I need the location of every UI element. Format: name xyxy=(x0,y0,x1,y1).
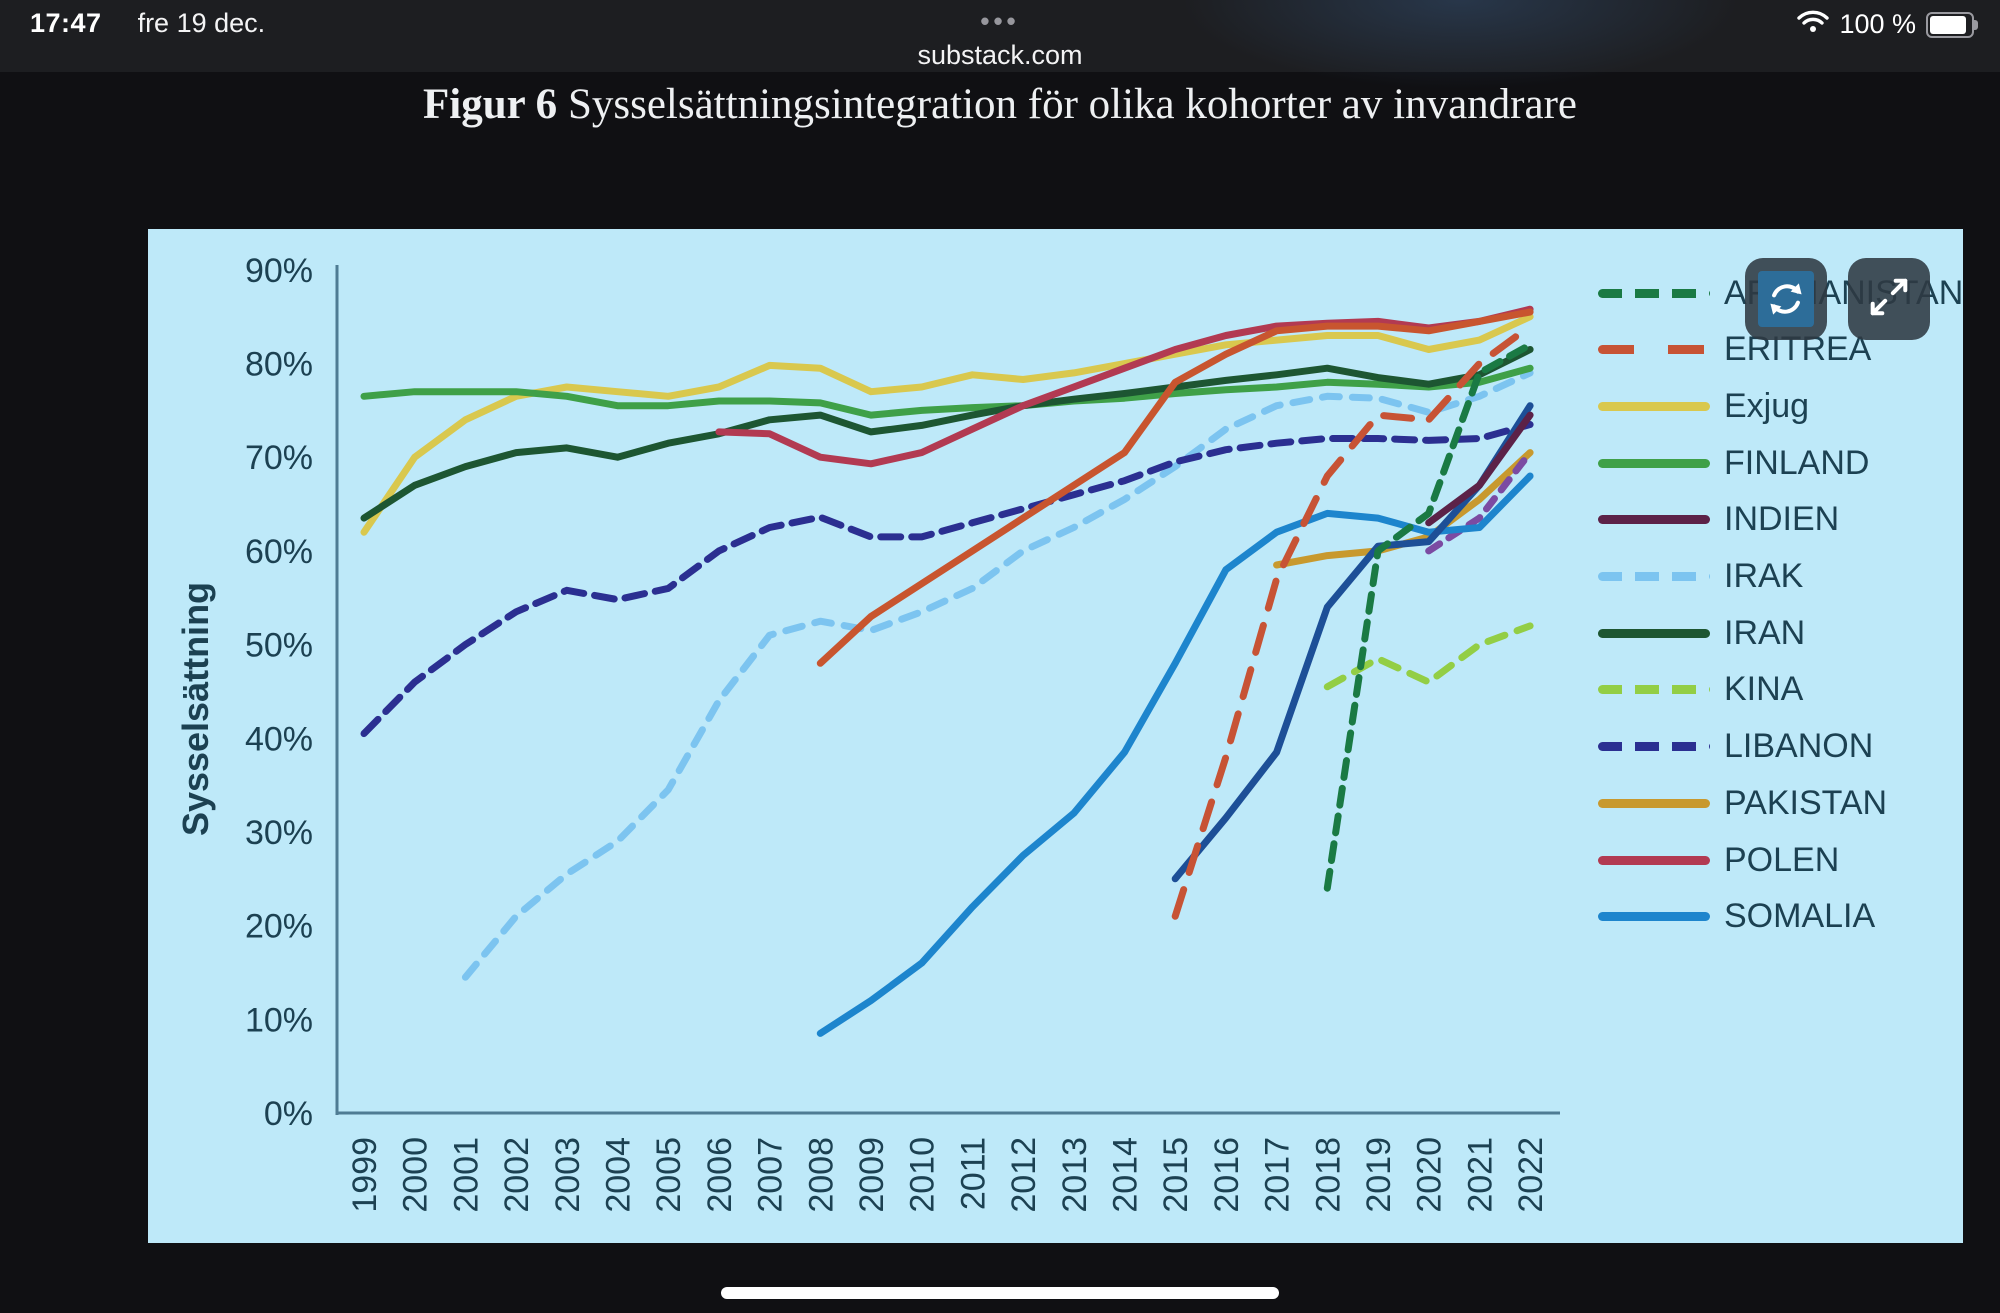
svg-text:70%: 70% xyxy=(245,439,313,477)
wifi-icon xyxy=(1797,9,1830,40)
svg-text:2001: 2001 xyxy=(447,1137,485,1213)
svg-text:2000: 2000 xyxy=(397,1137,435,1213)
svg-text:2016: 2016 xyxy=(1208,1137,1246,1213)
svg-text:50%: 50% xyxy=(245,627,313,665)
svg-text:2006: 2006 xyxy=(701,1137,739,1213)
address-bar-url[interactable]: substack.com xyxy=(917,40,1083,70)
home-indicator[interactable] xyxy=(721,1287,1279,1299)
legend-swatch xyxy=(1598,855,1710,865)
svg-text:2004: 2004 xyxy=(600,1137,638,1213)
legend-swatch xyxy=(1598,572,1710,581)
svg-text:2013: 2013 xyxy=(1056,1137,1094,1213)
svg-text:2010: 2010 xyxy=(904,1137,942,1213)
legend-item-somalia: SOMALIA xyxy=(1598,896,1875,938)
legend-swatch xyxy=(1598,628,1710,638)
svg-text:10%: 10% xyxy=(245,1001,313,1039)
legend-item-iran: IRAN xyxy=(1598,612,1805,654)
status-time: 17:47 xyxy=(30,8,102,38)
svg-text:2007: 2007 xyxy=(752,1137,790,1213)
legend-swatch xyxy=(1598,345,1710,355)
svg-text:2015: 2015 xyxy=(1157,1137,1195,1213)
legend-label: FINLAND xyxy=(1724,443,1870,482)
svg-text:2020: 2020 xyxy=(1411,1137,1449,1213)
legend-item-polen: POLEN xyxy=(1598,839,1839,881)
svg-text:2009: 2009 xyxy=(853,1137,891,1213)
svg-text:90%: 90% xyxy=(245,252,313,290)
svg-text:2002: 2002 xyxy=(498,1137,536,1213)
legend-swatch xyxy=(1598,742,1710,752)
legend-swatch xyxy=(1598,515,1710,525)
svg-text:2019: 2019 xyxy=(1360,1137,1398,1213)
legend-swatch xyxy=(1598,798,1710,808)
svg-text:1999: 1999 xyxy=(346,1137,384,1213)
figure-number: Figur 6 xyxy=(423,81,558,128)
svg-text:2005: 2005 xyxy=(650,1137,688,1213)
refresh-icon xyxy=(1758,271,1814,327)
svg-text:40%: 40% xyxy=(245,720,313,758)
status-date: fre 19 dec. xyxy=(137,8,266,38)
legend-item-irak: IRAK xyxy=(1598,556,1803,598)
legend-item-kina: KINA xyxy=(1598,669,1803,711)
svg-text:80%: 80% xyxy=(245,346,313,384)
svg-text:0%: 0% xyxy=(264,1095,313,1133)
legend-item-eritrea: ERITREA xyxy=(1598,329,1871,371)
svg-text:2017: 2017 xyxy=(1259,1137,1297,1213)
legend-swatch xyxy=(1598,912,1710,922)
legend-label: IRAN xyxy=(1724,613,1806,652)
legend-label: POLEN xyxy=(1724,840,1840,879)
legend-label: PAKISTAN xyxy=(1724,783,1888,822)
svg-text:30%: 30% xyxy=(245,814,313,852)
legend-swatch xyxy=(1598,685,1710,695)
fullscreen-button[interactable] xyxy=(1848,258,1930,340)
legend-label: KINA xyxy=(1724,670,1804,709)
screen-glow xyxy=(1180,0,1740,90)
figure-title: Figur 6 Sysselsättningsintegration för o… xyxy=(0,80,2000,129)
status-bar-right: 100 % xyxy=(1797,9,1978,40)
browser-top-chrome xyxy=(0,0,2000,72)
svg-text:2012: 2012 xyxy=(1005,1137,1043,1213)
legend-swatch xyxy=(1598,401,1710,411)
chart-legend: AFGHANISTAN ERITREA Exjug FINLAND INDIEN IRAK… xyxy=(148,229,1963,1243)
refresh-button[interactable] xyxy=(1745,258,1827,340)
legend-label: Exjug xyxy=(1724,386,1810,425)
legend-item-indien: INDIEN xyxy=(1598,499,1839,541)
svg-text:60%: 60% xyxy=(245,533,313,571)
svg-text:20%: 20% xyxy=(245,908,313,946)
svg-text:2011: 2011 xyxy=(954,1137,992,1210)
legend-item-exjug: Exjug xyxy=(1598,385,1809,427)
legend-label: LIBANON xyxy=(1724,727,1874,766)
expand-icon xyxy=(1866,274,1912,325)
svg-text:2021: 2021 xyxy=(1461,1137,1499,1213)
legend-swatch xyxy=(1598,458,1710,468)
battery-icon xyxy=(1926,11,1978,38)
legend-label: INDIEN xyxy=(1724,500,1840,539)
figure-title-text: Sysselsättningsintegration för olika koh… xyxy=(557,81,1577,128)
tab-overview-dots[interactable]: ••• xyxy=(980,6,1020,36)
line-chart-plot: 0% 10% 20% 30% 40% 50% 60% 70% 80% 90% 1999 2000 200… xyxy=(148,229,1963,1248)
battery-percent: 100 % xyxy=(1839,9,1916,39)
status-bar-left: 17:47 fre 19 dec. xyxy=(30,8,265,39)
svg-text:2008: 2008 xyxy=(802,1137,840,1213)
svg-text:2018: 2018 xyxy=(1309,1137,1347,1213)
svg-text:2014: 2014 xyxy=(1107,1137,1145,1213)
legend-item-libanon: LIBANON xyxy=(1598,726,1873,768)
chart-figure: 0% 10% 20% 30% 40% 50% 60% 70% 80% 90% 1999 2000 200… xyxy=(148,229,1963,1243)
svg-text:2003: 2003 xyxy=(549,1137,587,1213)
legend-item-pakistan: PAKISTAN xyxy=(1598,782,1887,824)
legend-label: IRAK xyxy=(1724,557,1804,595)
legend-item-finland: FINLAND xyxy=(1598,442,1869,484)
legend-label: SOMALIA xyxy=(1724,897,1876,936)
legend-swatch xyxy=(1598,288,1710,298)
svg-text:2022: 2022 xyxy=(1512,1137,1550,1213)
